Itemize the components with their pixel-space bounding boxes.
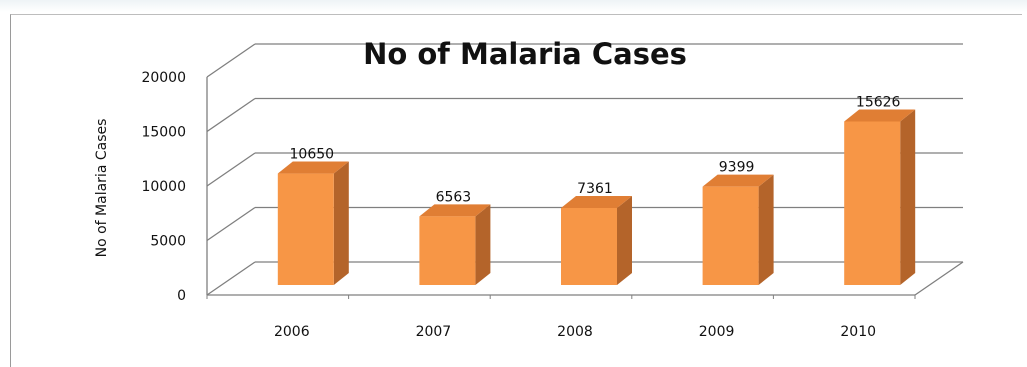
data-label: 10650 (290, 147, 335, 163)
window-top-strip (0, 0, 1027, 12)
data-label: 6563 (436, 189, 472, 205)
bar-side (900, 109, 916, 285)
bar-side (758, 174, 774, 285)
data-label: 9399 (719, 160, 755, 176)
x-tick-label: 2008 (557, 324, 593, 340)
y-tick-label: 10000 (141, 179, 186, 195)
x-tick-labels: 2006 2007 2008 2009 2010 (274, 324, 876, 340)
y-tick-label: 15000 (141, 125, 186, 141)
bar (561, 207, 617, 285)
gridline-depth (206, 261, 256, 296)
y-tick-label: 0 (177, 288, 186, 304)
bar-top (419, 204, 491, 217)
x-tick-label: 2010 (840, 324, 876, 340)
bar (277, 173, 334, 285)
bar-top (844, 109, 916, 122)
bar-side (475, 204, 491, 285)
bar (419, 216, 476, 285)
gridline-depth (206, 97, 256, 133)
y-axis-label: No of Malaria Cases (94, 119, 110, 258)
chart-title: No of Malaria Cases (363, 37, 687, 71)
floor-edge (914, 261, 964, 296)
gridline-depth (206, 152, 256, 187)
x-tick-label: 2007 (416, 324, 452, 340)
bar-side (333, 161, 349, 285)
bar-side (617, 195, 632, 285)
bar (844, 121, 901, 285)
data-labels: 10650 6563 7361 9399 15626 (290, 94, 901, 205)
x-tick-label: 2006 (274, 324, 310, 340)
gridline-depth (206, 43, 256, 78)
data-label: 15626 (856, 94, 901, 110)
x-tick-label: 2009 (699, 324, 735, 340)
bar (702, 186, 759, 285)
y-tick-label: 5000 (150, 234, 186, 250)
bar-top (702, 174, 774, 187)
y-tick-label: 20000 (141, 70, 186, 86)
gridline-depth (206, 206, 256, 242)
data-label: 7361 (577, 181, 613, 197)
bar-top (277, 161, 349, 174)
bars (277, 109, 916, 285)
y-tick-labels: 0 5000 10000 15000 20000 (141, 70, 186, 304)
bar-top (561, 195, 632, 208)
